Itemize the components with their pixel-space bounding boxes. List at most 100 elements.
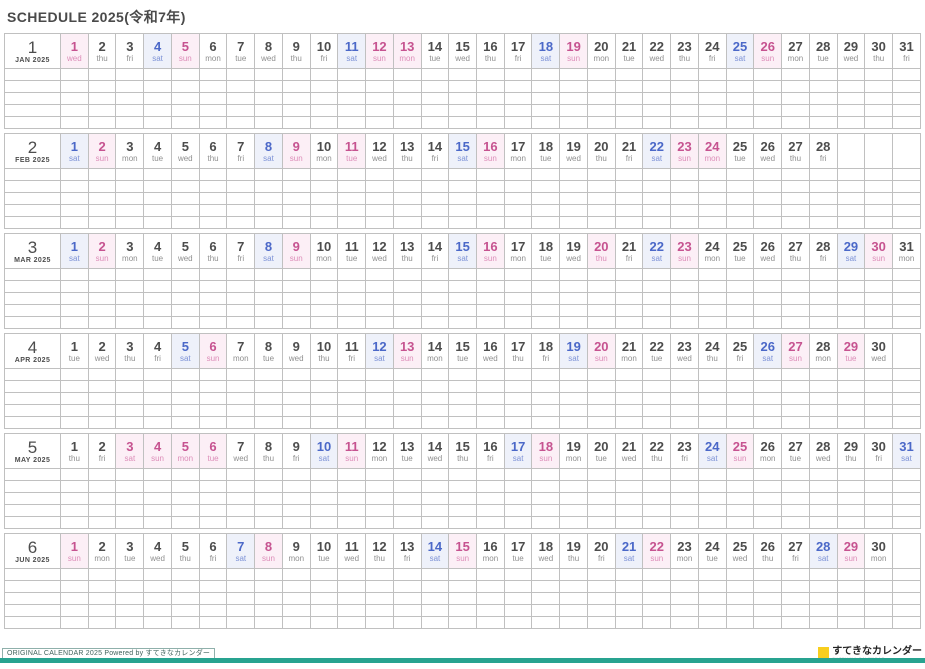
note-cell (781, 80, 810, 93)
day-cell: 18 fri (531, 333, 561, 369)
note-cell (697, 316, 727, 329)
note-cell (60, 268, 89, 281)
note-cell (808, 292, 838, 305)
weekday-label: mon (898, 254, 915, 263)
note-cell (836, 116, 866, 129)
note-cell (614, 68, 644, 81)
note-cell (642, 468, 672, 481)
weekday-label: fri (320, 54, 328, 63)
weekday-label: wed (177, 254, 193, 263)
day-number: 12 (372, 39, 387, 54)
note-cell (365, 404, 394, 417)
note-cell (115, 168, 145, 181)
note-cell (614, 180, 644, 193)
note-cell (337, 268, 367, 281)
note-cell (337, 392, 367, 405)
note-cell (226, 416, 256, 429)
weekday-label: sun (372, 54, 386, 63)
note-cell (725, 168, 755, 181)
note-cell (753, 204, 783, 217)
note-cell (143, 480, 172, 493)
note-cell (392, 180, 422, 193)
note-cell (365, 468, 394, 481)
day-number: 1 (70, 339, 78, 354)
note-cell (892, 304, 921, 317)
note-cell (4, 292, 61, 305)
note-cell (365, 516, 394, 529)
day-cell: 23 thu (670, 33, 699, 69)
note-cell (281, 280, 311, 293)
note-cell (531, 116, 561, 129)
note-cell (60, 104, 89, 117)
note-cell (143, 580, 172, 593)
note-cell (143, 68, 172, 81)
note-cell (753, 316, 783, 329)
note-cell (753, 268, 783, 281)
note-cell (753, 80, 783, 93)
note-cell (198, 168, 228, 181)
day-cell: 21 fri (614, 133, 644, 169)
note-cell (642, 216, 672, 229)
day-number: 13 (399, 539, 415, 554)
note-cell (836, 580, 866, 593)
note-cell (281, 216, 311, 229)
note-cell (531, 80, 561, 93)
note-cell (143, 468, 172, 481)
note-cell (808, 604, 838, 617)
note-cell (254, 316, 283, 329)
note-cell (559, 268, 588, 281)
day-number: 6 (209, 539, 217, 554)
note-cell (836, 280, 866, 293)
weekday-label: wed (67, 54, 82, 63)
note-cell (309, 180, 339, 193)
note-cell (559, 568, 588, 581)
note-cell (254, 180, 283, 193)
day-number: 6 (209, 139, 217, 154)
note-cell (892, 268, 921, 281)
note-cell (892, 504, 921, 517)
note-cell (559, 468, 588, 481)
note-cell (254, 368, 283, 381)
day-number: 2 (98, 239, 106, 254)
note-cell (143, 516, 172, 529)
day-cell: 3 mon (115, 233, 145, 269)
note-cell (836, 416, 866, 429)
note-cell (115, 580, 145, 593)
note-cell (60, 480, 89, 493)
note-cell (4, 616, 61, 629)
note-cell (476, 604, 505, 617)
day-number: 10 (316, 39, 332, 54)
weekday-label: sat (817, 554, 829, 563)
note-cell (503, 604, 533, 617)
note-cell (531, 168, 561, 181)
note-cell (670, 368, 699, 381)
day-cell: 4 fri (143, 333, 172, 369)
note-cell (476, 616, 505, 629)
note-cell (753, 480, 783, 493)
note-cell (670, 116, 699, 129)
note-cell (143, 380, 172, 393)
note-cell (115, 280, 145, 293)
note-cell (836, 516, 866, 529)
note-cell (753, 68, 783, 81)
note-cell (448, 292, 478, 305)
note-cell (254, 92, 283, 105)
note-cell (892, 192, 921, 205)
note-cell (586, 580, 616, 593)
note-cell (781, 404, 810, 417)
note-cell (559, 168, 588, 181)
day-cell: 4 wed (143, 533, 172, 569)
note-cell (670, 268, 699, 281)
weekday-label: sun (844, 554, 858, 563)
day-number: 20 (594, 239, 609, 254)
weekday-label: sat (568, 354, 579, 363)
note-cell (281, 380, 311, 393)
note-cell (254, 104, 283, 117)
note-cell (198, 592, 228, 605)
note-cell (476, 280, 505, 293)
note-cell (670, 104, 699, 117)
day-number: 19 (566, 39, 581, 54)
weekday-label: sun (289, 154, 303, 163)
weekday-label: thu (373, 554, 385, 563)
day-number: 8 (264, 439, 273, 454)
